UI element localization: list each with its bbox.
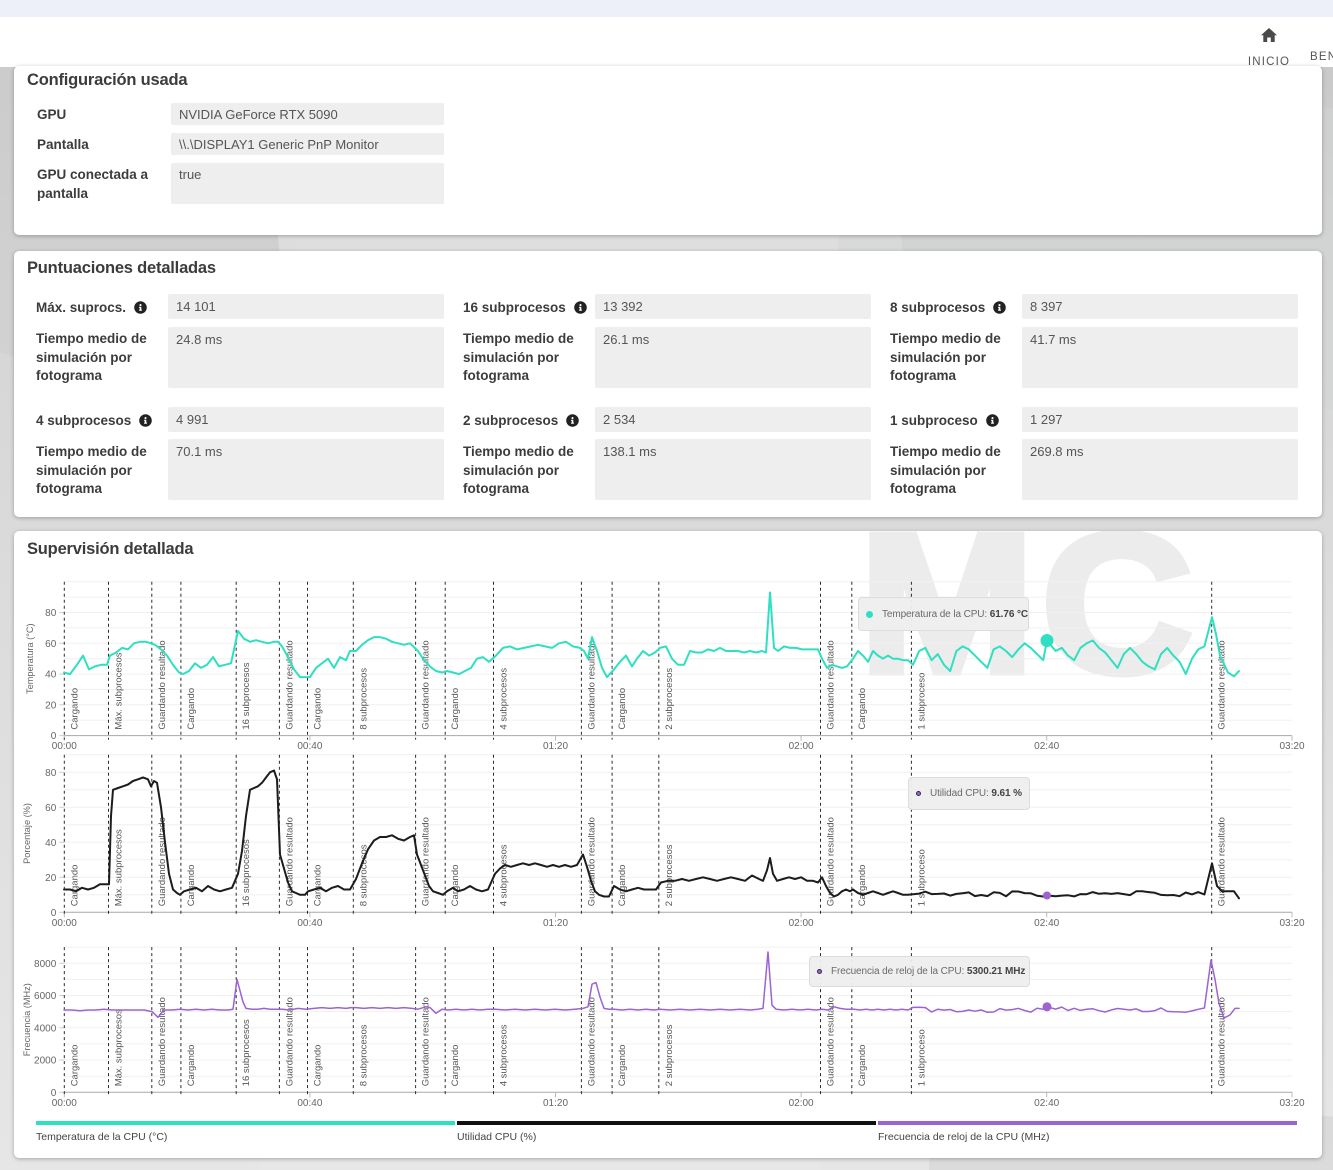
svg-text:Cargando: Cargando [69, 865, 80, 907]
svg-text:01:20: 01:20 [543, 918, 568, 929]
svg-text:02:00: 02:00 [789, 741, 814, 752]
svg-text:8 subprocesos: 8 subprocesos [358, 844, 369, 906]
svg-text:Cargando: Cargando [186, 1045, 197, 1087]
svg-text:Cargando: Cargando [617, 1045, 628, 1087]
svg-text:Guardando resultado: Guardando resultado [284, 640, 295, 729]
svg-text:0: 0 [51, 908, 57, 919]
svg-text:Guardando resultado: Guardando resultado [826, 997, 837, 1086]
svg-text:00:00: 00:00 [52, 1098, 77, 1109]
svg-text:2 subprocesos: 2 subprocesos [664, 844, 675, 906]
svg-text:Máx. subprocesos: Máx. subprocesos [114, 829, 125, 906]
svg-text:2 subprocesos: 2 subprocesos [664, 1024, 675, 1086]
svg-text:01:20: 01:20 [543, 1098, 568, 1109]
svg-text:4 subprocesos: 4 subprocesos [499, 844, 510, 906]
svg-text:Máx. subprocesos: Máx. subprocesos [114, 1009, 125, 1086]
svg-text:Cargando: Cargando [857, 688, 868, 730]
svg-text:Guardando resultado: Guardando resultado [586, 997, 597, 1086]
svg-text:Cargando: Cargando [450, 688, 461, 730]
svg-text:02:40: 02:40 [1034, 918, 1059, 929]
svg-text:40: 40 [45, 838, 57, 849]
svg-text:03:20: 03:20 [1279, 918, 1304, 929]
svg-text:03:20: 03:20 [1279, 741, 1304, 752]
svg-text:02:40: 02:40 [1034, 741, 1059, 752]
svg-text:60: 60 [45, 803, 57, 814]
svg-text:Cargando: Cargando [617, 865, 628, 907]
svg-text:01:20: 01:20 [543, 741, 568, 752]
svg-text:Cargando: Cargando [313, 688, 324, 730]
svg-text:Guardando resultado: Guardando resultado [826, 640, 837, 729]
svg-text:16 subprocesos: 16 subprocesos [241, 1019, 252, 1086]
svg-text:Cargando: Cargando [313, 1045, 324, 1087]
svg-text:Guardando resultado: Guardando resultado [421, 997, 432, 1086]
svg-text:Guardando resultado: Guardando resultado [157, 997, 168, 1086]
svg-text:Guardando resultado: Guardando resultado [1217, 997, 1228, 1086]
svg-text:00:40: 00:40 [297, 1098, 322, 1109]
svg-text:0: 0 [51, 731, 57, 742]
svg-text:2 subprocesos: 2 subprocesos [664, 668, 675, 730]
svg-text:Guardando resultado: Guardando resultado [157, 817, 168, 906]
svg-text:80: 80 [45, 608, 57, 619]
svg-text:Porcentaje (%): Porcentaje (%) [22, 803, 32, 864]
svg-text:6000: 6000 [34, 991, 57, 1002]
svg-text:Guardando resultado: Guardando resultado [157, 640, 168, 729]
svg-text:2000: 2000 [34, 1056, 57, 1067]
svg-text:Guardando resultado: Guardando resultado [826, 817, 837, 906]
svg-text:Cargando: Cargando [857, 1045, 868, 1087]
svg-text:Cargando: Cargando [450, 1045, 461, 1087]
svg-text:Guardando resultado: Guardando resultado [421, 817, 432, 906]
svg-text:1 subproceso: 1 subproceso [916, 1029, 927, 1086]
svg-text:00:40: 00:40 [297, 918, 322, 929]
svg-text:0: 0 [51, 1088, 57, 1099]
svg-text:Guardando resultado: Guardando resultado [1217, 817, 1228, 906]
svg-text:4 subprocesos: 4 subprocesos [499, 668, 510, 730]
svg-text:Cargando: Cargando [186, 865, 197, 907]
svg-text:Cargando: Cargando [617, 688, 628, 730]
svg-text:Temperatura (°C): Temperatura (°C) [25, 623, 35, 694]
svg-text:Frecuencia (MHz): Frecuencia (MHz) [22, 983, 32, 1056]
svg-text:60: 60 [45, 639, 57, 650]
svg-text:8000: 8000 [34, 959, 57, 970]
svg-text:00:00: 00:00 [52, 918, 77, 929]
svg-text:16 subprocesos: 16 subprocesos [241, 839, 252, 906]
svg-text:Guardando resultado: Guardando resultado [586, 640, 597, 729]
svg-text:20: 20 [45, 873, 57, 884]
svg-text:4000: 4000 [34, 1023, 57, 1034]
svg-text:80: 80 [45, 768, 57, 779]
svg-text:8 subprocesos: 8 subprocesos [358, 668, 369, 730]
svg-text:40: 40 [45, 670, 57, 681]
svg-text:Cargando: Cargando [313, 865, 324, 907]
svg-text:Cargando: Cargando [69, 1045, 80, 1087]
svg-text:Guardando resultado: Guardando resultado [284, 817, 295, 906]
svg-text:00:00: 00:00 [52, 741, 77, 752]
svg-text:4 subprocesos: 4 subprocesos [499, 1024, 510, 1086]
svg-text:20: 20 [45, 700, 57, 711]
svg-text:02:00: 02:00 [789, 918, 814, 929]
svg-text:1 subproceso: 1 subproceso [916, 849, 927, 906]
svg-text:03:20: 03:20 [1279, 1098, 1304, 1109]
svg-text:Máx. subprocesos: Máx. subprocesos [114, 652, 125, 729]
svg-text:Cargando: Cargando [69, 688, 80, 730]
svg-text:Cargando: Cargando [450, 865, 461, 907]
svg-text:Cargando: Cargando [857, 865, 868, 907]
svg-text:16 subprocesos: 16 subprocesos [241, 662, 252, 729]
svg-text:Guardando resultado: Guardando resultado [1217, 640, 1228, 729]
svg-text:00:40: 00:40 [297, 741, 322, 752]
svg-text:8 subprocesos: 8 subprocesos [358, 1024, 369, 1086]
svg-text:02:00: 02:00 [789, 1098, 814, 1109]
svg-text:Guardando resultado: Guardando resultado [586, 817, 597, 906]
svg-text:02:40: 02:40 [1034, 1098, 1059, 1109]
svg-text:Cargando: Cargando [186, 688, 197, 730]
svg-text:1 subproceso: 1 subproceso [916, 673, 927, 730]
svg-text:Guardando resultado: Guardando resultado [284, 997, 295, 1086]
svg-text:Guardando resultado: Guardando resultado [421, 640, 432, 729]
